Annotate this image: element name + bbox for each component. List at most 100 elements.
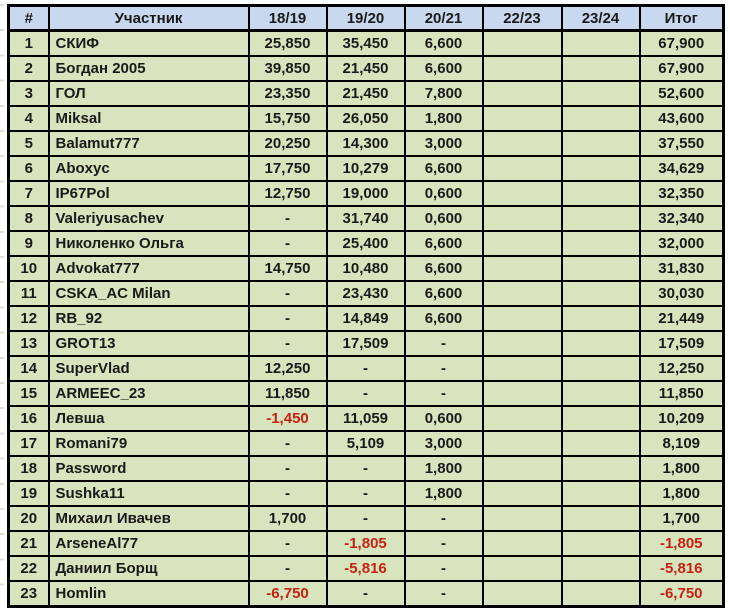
value-cell	[481, 280, 563, 307]
rank-cell: 12	[7, 305, 50, 332]
value-cell: 39,850	[247, 55, 328, 82]
value-cell	[560, 205, 641, 232]
value-cell	[481, 555, 563, 582]
rank-cell: 4	[7, 105, 50, 132]
column-header-18-19: 18/19	[247, 4, 328, 32]
value-cell: 35,450	[325, 29, 406, 57]
participant-cell: SuperVlad	[47, 355, 250, 382]
column-header-22-23: 22/23	[481, 4, 563, 32]
value-cell: 32,000	[638, 230, 725, 257]
value-cell	[481, 455, 563, 482]
rank-cell: 5	[7, 130, 50, 157]
value-cell: -	[247, 230, 328, 257]
participant-cell: Miksal	[47, 105, 250, 132]
value-cell: -	[403, 580, 484, 608]
value-cell: -1,805	[325, 530, 406, 557]
rank-cell: 19	[7, 480, 50, 507]
value-cell	[560, 355, 641, 382]
value-cell: 6,600	[403, 280, 484, 307]
value-cell: 17,750	[247, 155, 328, 182]
value-cell: 14,849	[325, 305, 406, 332]
value-cell: 43,600	[638, 105, 725, 132]
rank-cell: 8	[7, 205, 50, 232]
rank-cell: 22	[7, 555, 50, 582]
rank-cell: 21	[7, 530, 50, 557]
value-cell	[481, 155, 563, 182]
value-cell: 32,350	[638, 180, 725, 207]
value-cell: -	[247, 480, 328, 507]
rank-cell: 1	[7, 29, 50, 57]
value-cell	[481, 80, 563, 107]
rank-cell: 14	[7, 355, 50, 382]
rank-cell: 16	[7, 405, 50, 432]
value-cell: -5,816	[325, 555, 406, 582]
table-row: 10 Advokat777 14,750 10,480 6,600 31,830	[7, 255, 725, 282]
participant-cell: Николенко Ольга	[47, 230, 250, 257]
value-cell: 12,750	[247, 180, 328, 207]
value-cell	[560, 130, 641, 157]
value-cell: -	[403, 355, 484, 382]
value-cell: 3,000	[403, 430, 484, 457]
rank-cell: 10	[7, 255, 50, 282]
table-row: 17 Romani79-5,109 3,000 8,109	[7, 430, 725, 457]
value-cell	[560, 480, 641, 507]
rank-cell: 9	[7, 230, 50, 257]
value-cell: 25,850	[247, 29, 328, 57]
value-cell: 21,449	[638, 305, 725, 332]
value-cell	[560, 530, 641, 557]
participant-cell: Михаил Ивачев	[47, 505, 250, 532]
value-cell	[560, 555, 641, 582]
participant-cell: CSKA_AC Milan	[47, 280, 250, 307]
header-row: # Участник 18/19 19/20 20/21 22/23 23/24 Итог	[7, 4, 725, 32]
value-cell	[481, 380, 563, 407]
value-cell: 0,600	[403, 405, 484, 432]
value-cell	[560, 305, 641, 332]
value-cell	[560, 29, 641, 57]
rank-cell: 11	[7, 280, 50, 307]
value-cell: 23,430	[325, 280, 406, 307]
value-cell: 23,350	[247, 80, 328, 107]
value-cell	[481, 130, 563, 157]
value-cell: 67,900	[638, 29, 725, 57]
value-cell: -	[403, 505, 484, 532]
participant-cell: Даниил Борщ	[47, 555, 250, 582]
table-row: 8 Valeriyusachev -31,740 0,600 32,340	[7, 205, 725, 232]
participant-cell: ГОЛ	[47, 80, 250, 107]
page-edge-ticks	[0, 4, 4, 608]
value-cell: -	[247, 280, 328, 307]
value-cell: 1,700	[638, 505, 725, 532]
value-cell: 1,800	[403, 480, 484, 507]
standings-table-container: # Участник 18/19 19/20 20/21 22/23 23/24 Итог 1…	[7, 4, 725, 608]
table-row: 3 ГОЛ 23,350 21,450 7,800 52,600	[7, 80, 725, 107]
value-cell: -	[403, 330, 484, 357]
value-cell: -	[247, 430, 328, 457]
value-cell	[481, 405, 563, 432]
value-cell	[481, 305, 563, 332]
value-cell: 26,050	[325, 105, 406, 132]
value-cell: -	[247, 305, 328, 332]
value-cell: 12,250	[638, 355, 725, 382]
table-row: 6 Aboxyc 17,750 10,279 6,600 34,629	[7, 155, 725, 182]
table-row: 13 GROT13-17,509-17,509	[7, 330, 725, 357]
value-cell: 11,059	[325, 405, 406, 432]
value-cell: 30,030	[638, 280, 725, 307]
value-cell: 6,600	[403, 55, 484, 82]
table-row: 22 Даниил Борщ - -5,816- -5,816	[7, 555, 725, 582]
rank-cell: 18	[7, 455, 50, 482]
value-cell: 1,800	[403, 455, 484, 482]
table-row: 11 CSKA_AC Milan -23,430 6,600 30,030	[7, 280, 725, 307]
value-cell	[481, 230, 563, 257]
value-cell: 31,830	[638, 255, 725, 282]
value-cell: -	[325, 505, 406, 532]
value-cell	[481, 29, 563, 57]
value-cell: 34,629	[638, 155, 725, 182]
table-row: 14 SuperVlad 12,250- -12,250	[7, 355, 725, 382]
value-cell	[481, 505, 563, 532]
value-cell	[560, 255, 641, 282]
value-cell: 6,600	[403, 29, 484, 57]
value-cell	[560, 155, 641, 182]
value-cell	[481, 330, 563, 357]
rank-cell: 13	[7, 330, 50, 357]
participant-cell: Valeriyusachev	[47, 205, 250, 232]
value-cell: 15,750	[247, 105, 328, 132]
